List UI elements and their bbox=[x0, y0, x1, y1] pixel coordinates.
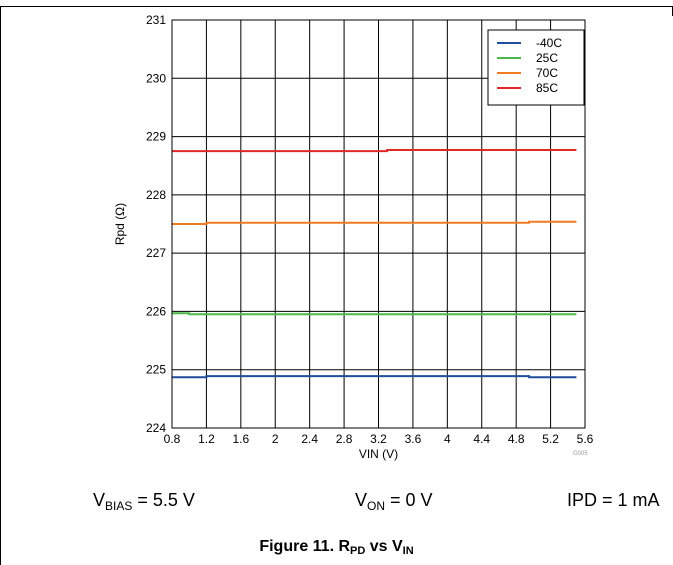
y-tick-label: 231 bbox=[146, 13, 166, 27]
x-tick-label: 4.8 bbox=[508, 432, 525, 446]
y-tick-labels: 224 225 226 227 228 229 230 231 bbox=[146, 13, 166, 435]
x-tick-label: 3.6 bbox=[405, 432, 422, 446]
series-line-40c bbox=[172, 375, 577, 379]
legend-label: 25C bbox=[536, 51, 558, 65]
x-tick-label: 5.6 bbox=[577, 432, 594, 446]
series-line-70c bbox=[172, 220, 577, 225]
y-tick-label: 230 bbox=[146, 71, 166, 85]
condition-vbias: VBIAS = 5.5 V bbox=[93, 490, 195, 513]
page-frame-left bbox=[0, 6, 1, 565]
series-lines bbox=[172, 149, 577, 379]
legend-label: 70C bbox=[536, 66, 558, 80]
figure-code: G005 bbox=[573, 451, 588, 457]
y-tick-label: 229 bbox=[146, 130, 166, 144]
condition-ipd: IPD = 1 mA bbox=[567, 490, 660, 510]
x-tick-labels: 0.8 1.2 1.6 2 2.4 2.8 3.2 3.6 4 4.4 4.8 5.2 5.6 bbox=[164, 432, 594, 446]
x-tick-label: 4.4 bbox=[473, 432, 490, 446]
series-line-85c bbox=[172, 149, 577, 153]
figure-caption: Figure 11. RPD vs VIN bbox=[259, 538, 414, 557]
series-line-25c bbox=[172, 312, 577, 316]
y-tick-label: 228 bbox=[146, 188, 166, 202]
x-axis-label: VIN (V) bbox=[359, 447, 398, 461]
y-axis-label: Rpd (Ω) bbox=[113, 203, 127, 245]
condition-von: VON = 0 V bbox=[355, 490, 433, 513]
x-tick-label: 1.2 bbox=[198, 432, 215, 446]
x-tick-label: 5.2 bbox=[542, 432, 559, 446]
legend-label: 85C bbox=[536, 81, 558, 95]
y-tick-label: 227 bbox=[146, 246, 166, 260]
y-tick-label: 225 bbox=[146, 363, 166, 377]
y-tick-label: 224 bbox=[146, 421, 166, 435]
plot-border bbox=[171, 19, 586, 429]
x-tick-label: 4 bbox=[444, 432, 451, 446]
x-tick-label: 2.4 bbox=[301, 432, 318, 446]
rpd-vs-vin-chart: 224 225 226 227 228 229 230 231 0.8 1.2 1.6 2 2.4 2.… bbox=[113, 13, 594, 461]
y-tick-label: 226 bbox=[146, 304, 166, 318]
x-tick-label: 0.8 bbox=[164, 432, 181, 446]
x-tick-label: 2 bbox=[272, 432, 279, 446]
legend-label: -40C bbox=[536, 36, 562, 50]
page-frame-top bbox=[0, 6, 673, 7]
x-tick-label: 2.8 bbox=[336, 432, 353, 446]
x-tick-label: 3.2 bbox=[370, 432, 387, 446]
x-tick-label: 1.6 bbox=[232, 432, 249, 446]
